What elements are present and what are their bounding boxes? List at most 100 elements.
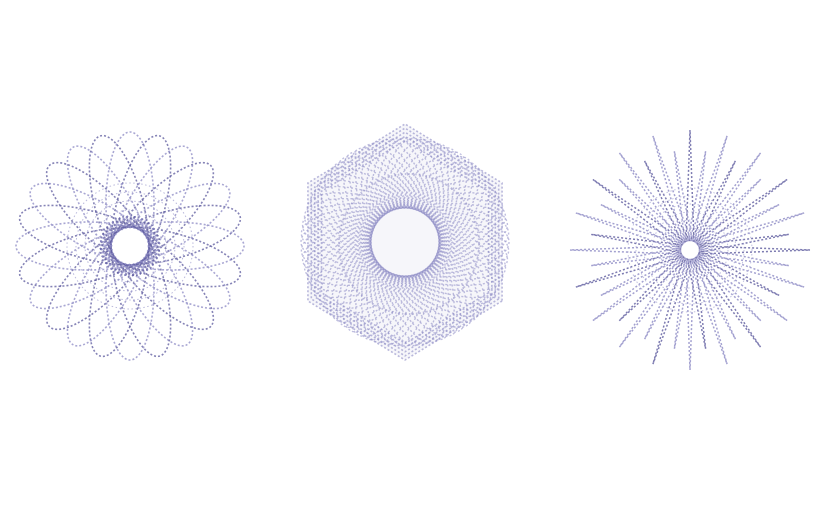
mesh-hexagon-outline [310, 127, 500, 357]
starburst-ray [693, 178, 788, 250]
mesh-weave-ellipse [329, 161, 481, 323]
rosette-petal [45, 221, 155, 331]
starburst-ray [618, 152, 690, 247]
rosette-petal [105, 215, 155, 361]
starburst-ray [690, 152, 762, 247]
rosette-petal [18, 204, 161, 266]
rosette-petal [66, 218, 152, 347]
starburst-ray [591, 233, 683, 254]
mesh-weave-ellipse [342, 151, 468, 333]
mesh-weave-ellipse [301, 202, 509, 282]
starburst-ray [673, 151, 694, 243]
starburst-ray [689, 255, 737, 340]
rosette-petal [29, 224, 158, 310]
starburst-ray [652, 135, 693, 244]
starburst-ray [695, 249, 780, 297]
starburst-ray [600, 249, 685, 297]
starburst-ray [687, 135, 728, 244]
mesh-weave-ellipse [348, 146, 462, 338]
mesh-hexagon-outline [307, 123, 503, 361]
starburst-ray [690, 253, 762, 348]
mesh-weave-ellipse [318, 173, 492, 311]
starburst-ray [697, 246, 789, 267]
starburst-inner-ring [675, 235, 705, 265]
starburst-ray [652, 256, 693, 365]
rosette-petal [88, 215, 150, 358]
starburst-ray [575, 247, 684, 288]
rosette-petal [105, 221, 215, 331]
mesh-inner-circle [338, 173, 480, 315]
starburst-ray [695, 203, 780, 251]
rosette-inner-ring [93, 209, 167, 283]
mesh-weave-ellipse [355, 143, 455, 341]
rosette-petal [99, 204, 242, 266]
mesh-weave-ellipse [370, 137, 440, 347]
rosette-petal [15, 221, 161, 271]
rosette-petal [108, 218, 194, 347]
starburst-ray [685, 257, 695, 371]
rosette-petal [110, 215, 172, 358]
rosette-petal [99, 226, 242, 288]
starburst-ray [600, 203, 685, 251]
starburst-ray [643, 160, 691, 245]
mesh-weave-ellipse [355, 143, 455, 341]
starburst-ray [673, 257, 694, 349]
starburst-inner-ring [651, 211, 729, 289]
rosette-petal [88, 134, 150, 277]
mesh-weave-ellipse [336, 155, 474, 329]
rosette-petal [45, 161, 155, 271]
starburst-ray [618, 178, 688, 248]
rosette-petal [66, 145, 152, 274]
starburst-ray [591, 246, 683, 267]
starburst-ray [686, 257, 707, 349]
starburst-ray [692, 252, 762, 322]
mesh-weave-ellipse [360, 140, 450, 344]
starburst-ray [697, 245, 811, 255]
starburst-ray [618, 253, 690, 348]
mesh-weave-ellipse [365, 138, 445, 346]
rosette-petal [29, 182, 158, 268]
starburst-inner-ring [667, 227, 713, 273]
starburst-ray [686, 151, 707, 243]
starburst-ray [575, 212, 684, 253]
starburst-inner-ring [635, 195, 745, 305]
starburst-ray [643, 255, 691, 340]
starburst-ray [692, 178, 762, 248]
mesh-weave-ellipse [301, 202, 509, 282]
mesh-weave-ellipse [369, 137, 441, 347]
starburst-ray [693, 250, 788, 322]
mesh-weave-ellipse [300, 206, 510, 278]
rosette-inner-ring [66, 182, 194, 310]
starburst-ray [696, 247, 805, 288]
rosette-petal [18, 226, 161, 288]
starburst-ray [618, 252, 688, 322]
mesh-hexagon-outline [313, 131, 497, 353]
mesh-weave-ellipse [329, 161, 481, 323]
mesh-weave-ellipse [324, 166, 486, 318]
rosette-pattern-left [15, 131, 245, 361]
starburst-ray [689, 160, 737, 245]
starburst-ray [687, 256, 728, 365]
starburst-inner-ring [643, 203, 737, 297]
mesh-hexagon-outline [317, 135, 493, 349]
starburst-ray [592, 250, 687, 322]
rosette-petal [99, 221, 245, 271]
rosette-petal [102, 182, 231, 268]
starburst-ray [569, 245, 683, 255]
starburst-ray [696, 212, 805, 253]
mesh-pattern-center [300, 123, 510, 361]
rosette-inner-ring [75, 191, 185, 301]
rosette-inner-ring [111, 227, 149, 265]
rosette-inner-ring [102, 218, 158, 274]
starburst-ray [685, 129, 695, 243]
mesh-hexagon-outline [320, 139, 490, 345]
mesh-weave-ellipse [336, 155, 474, 329]
starburst-inner-ring [627, 187, 753, 313]
starburst-ray [697, 233, 789, 254]
starburst-ray [592, 178, 687, 250]
starburst-pattern-right [569, 129, 811, 371]
mesh-weave-ellipse [342, 151, 468, 333]
rosette-petal [102, 224, 231, 310]
rosette-inner-ring [84, 200, 176, 292]
